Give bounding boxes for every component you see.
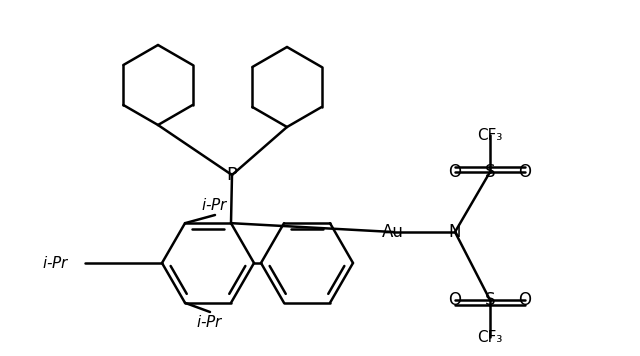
Text: $i$-Pr: $i$-Pr xyxy=(201,197,229,213)
Text: CF₃: CF₃ xyxy=(477,127,502,142)
Text: P: P xyxy=(227,166,237,184)
Text: $i$-Pr: $i$-Pr xyxy=(196,314,224,330)
Text: O: O xyxy=(449,163,461,181)
Text: $i$-Pr: $i$-Pr xyxy=(42,255,70,271)
Text: S: S xyxy=(484,291,495,309)
Text: S: S xyxy=(484,163,495,181)
Text: N: N xyxy=(449,223,461,241)
Text: O: O xyxy=(449,291,461,309)
Text: O: O xyxy=(518,291,531,309)
Text: Au: Au xyxy=(382,223,404,241)
Text: O: O xyxy=(518,163,531,181)
Text: CF₃: CF₃ xyxy=(477,330,502,345)
